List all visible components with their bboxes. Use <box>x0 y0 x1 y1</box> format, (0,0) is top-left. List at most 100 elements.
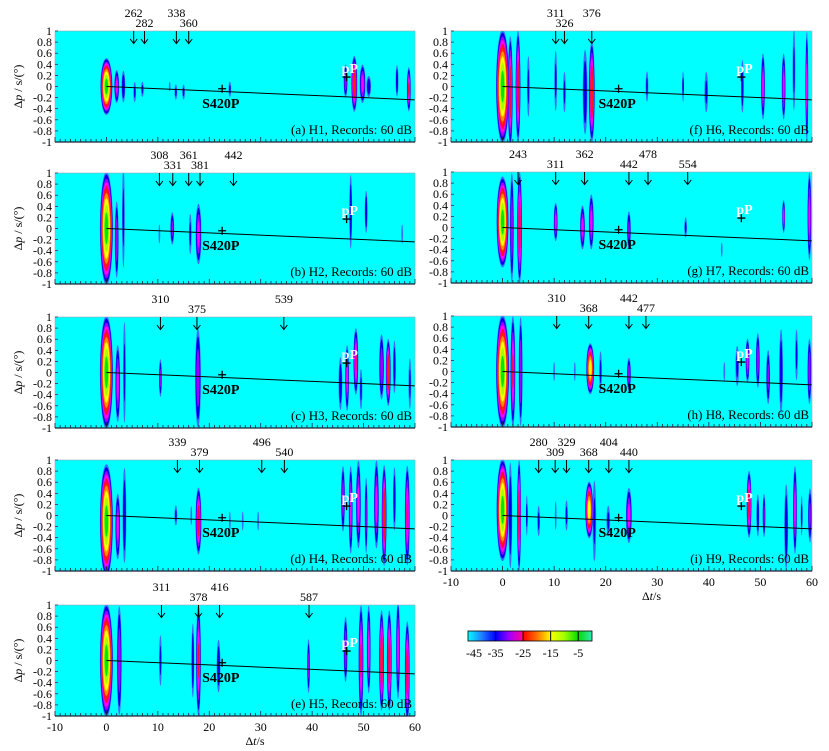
x-label-var: t <box>650 589 654 603</box>
arrow-down-icon <box>644 179 652 186</box>
y-tick-label: 0 <box>46 222 52 236</box>
energy-contour <box>527 69 530 104</box>
phase-marker-plus <box>737 214 746 223</box>
energy-patch <box>191 623 195 698</box>
panel-c: 10.80.60.40.20-0.2-0.4-0.6-0.8-1 Δp / s/(… <box>11 292 416 435</box>
arrow-label: 442 <box>224 148 242 162</box>
phase-marker-plus <box>218 226 227 235</box>
energy-contour <box>756 499 759 532</box>
y-tick-label: 1 <box>46 166 52 180</box>
phase-marker-plus <box>218 658 227 667</box>
arrow-down-icon <box>514 179 522 186</box>
arrow-label: 404 <box>600 435 618 449</box>
colorbar-tick-label: -15 <box>543 646 559 660</box>
energy-patch <box>168 81 171 92</box>
slowness-reference-line <box>106 228 416 243</box>
arrow-label: 243 <box>509 147 527 161</box>
energy-contour <box>197 642 200 679</box>
energy-contour <box>720 242 723 257</box>
phase-arrow: 440 <box>620 445 638 474</box>
energy-contour <box>590 210 593 234</box>
energy-contour <box>406 499 409 532</box>
y-tick-label: 1 <box>442 309 448 323</box>
y-tick-label: -1 <box>42 564 52 578</box>
y-label-delta: Δ <box>11 674 25 682</box>
energy-patch <box>99 317 113 428</box>
energy-patch <box>338 357 343 410</box>
arrow-label: 440 <box>620 445 638 459</box>
y-tick-label: -0.8 <box>33 124 52 138</box>
energy-patch <box>123 322 126 423</box>
energy-contour <box>762 72 764 101</box>
phase-arrow: 362 <box>576 147 594 186</box>
energy-contour <box>581 217 584 238</box>
phase-arrow: 379 <box>191 445 209 474</box>
energy-contour <box>175 509 177 522</box>
energy-patch <box>349 174 353 249</box>
arrow-down-icon <box>279 324 288 331</box>
energy-contour <box>554 501 557 530</box>
arrow-label: 554 <box>679 157 697 171</box>
energy-contour <box>756 344 760 377</box>
energy-patch <box>216 639 221 693</box>
energy-patch <box>723 361 726 382</box>
energy-patch <box>720 242 723 257</box>
y-tick-label: -1 <box>42 135 52 149</box>
x-tick-label: 40 <box>703 575 715 589</box>
energy-patch <box>554 50 558 112</box>
arrow-down-icon <box>156 324 165 331</box>
energy-patch <box>793 465 797 554</box>
energy-patch <box>517 460 522 571</box>
y-tick-label: 1 <box>442 453 448 467</box>
energy-contour <box>189 222 192 246</box>
y-tick-label: -0.8 <box>33 553 52 567</box>
energy-contour <box>141 84 144 94</box>
energy-patch <box>704 71 709 113</box>
energy-patch <box>761 53 765 120</box>
energy-patch <box>762 493 766 538</box>
y-axis-label: Δp / s/(°) <box>11 639 25 683</box>
arrow-label: 478 <box>639 147 657 161</box>
phase-arrow: 282 <box>135 16 153 45</box>
arrow-down-icon <box>625 467 633 474</box>
arrow-label: 262 <box>125 6 143 20</box>
y-tick-label: 0.8 <box>433 35 448 49</box>
energy-contour <box>736 354 739 378</box>
phase-label-S420P: S420P <box>598 238 636 253</box>
y-tick-label: 0.2 <box>433 68 448 82</box>
energy-contour <box>406 647 409 696</box>
arrow-label: 310 <box>151 292 169 306</box>
energy-patch <box>115 345 121 423</box>
energy-contour <box>190 505 193 526</box>
energy-contour <box>808 502 811 529</box>
energy-patch <box>195 487 202 555</box>
phase-arrow: 339 <box>168 435 186 474</box>
phase-arrow: 539 <box>275 292 293 331</box>
arrow-down-icon <box>184 38 193 45</box>
phase-marker-plus <box>614 225 623 234</box>
energy-contour <box>367 630 370 669</box>
energy-patch <box>781 53 786 120</box>
phase-arrow: 416 <box>211 580 229 619</box>
energy-patch <box>805 31 809 142</box>
energy-patch <box>554 501 557 530</box>
x-tick-label: 0 <box>500 575 506 589</box>
energy-contour <box>196 348 200 408</box>
y-tick-label: 0.2 <box>37 354 52 368</box>
phase-arrow: 496 <box>253 435 271 474</box>
energy-contour <box>116 366 119 401</box>
y-tick-label: -0.2 <box>33 665 52 679</box>
energy-contour <box>684 221 687 234</box>
arrow-label: 375 <box>188 302 206 316</box>
energy-contour <box>593 497 596 545</box>
energy-patch <box>381 465 387 566</box>
phase-arrow: 554 <box>679 157 697 186</box>
arrow-down-icon <box>642 323 650 330</box>
phase-label-S420P: S420P <box>202 526 240 541</box>
energy-layer <box>496 460 812 571</box>
phase-arrow: 477 <box>637 301 655 330</box>
y-label-unit: / s/(°) <box>11 639 25 669</box>
energy-patch <box>257 511 259 531</box>
x-tick-label: 40 <box>306 720 318 734</box>
y-tick-label: 0.6 <box>433 475 448 489</box>
